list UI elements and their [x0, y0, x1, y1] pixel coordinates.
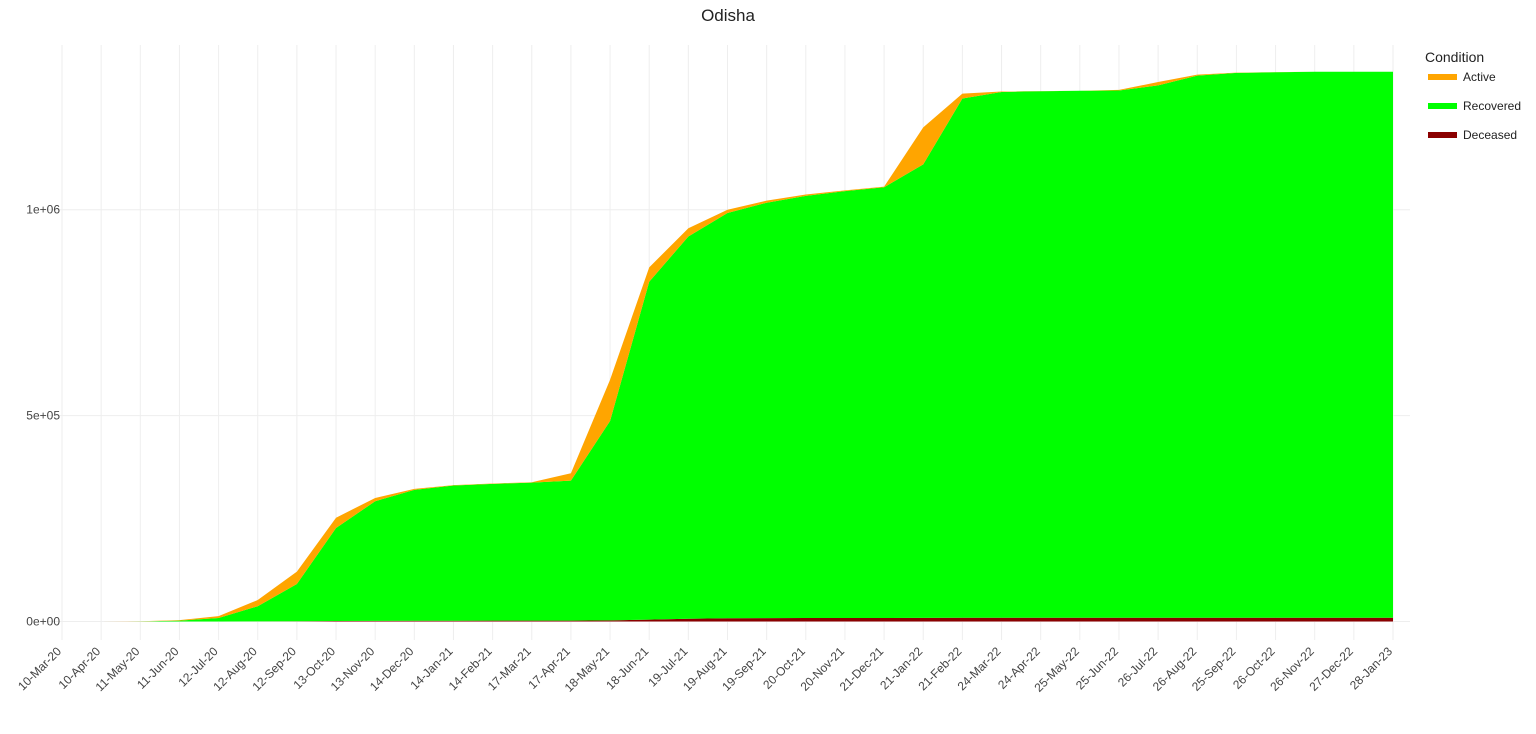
legend-title: Condition [1425, 49, 1484, 65]
x-tick-label: 24-Mar-22 [955, 644, 1004, 693]
legend-label: Deceased [1463, 128, 1517, 142]
area [62, 617, 1393, 622]
y-tick-label: 1e+06 [26, 203, 60, 217]
x-tick-label: 25-Jun-22 [1073, 644, 1121, 692]
area [62, 71, 1393, 622]
x-tick-label: 18-Jun-21 [603, 644, 651, 692]
x-tick-label: 17-Mar-21 [485, 644, 534, 693]
x-tick-label: 10-Mar-20 [15, 644, 64, 693]
legend-label: Active [1463, 70, 1496, 84]
x-tick-label: 28-Jan-23 [1347, 644, 1395, 692]
x-tick-label: 11-Jun-20 [134, 644, 182, 692]
y-tick-label: 0e+00 [26, 614, 60, 628]
chart-title: Odisha [701, 6, 755, 25]
y-tick-label: 5e+05 [26, 409, 60, 423]
legend-label: Recovered [1463, 99, 1521, 113]
